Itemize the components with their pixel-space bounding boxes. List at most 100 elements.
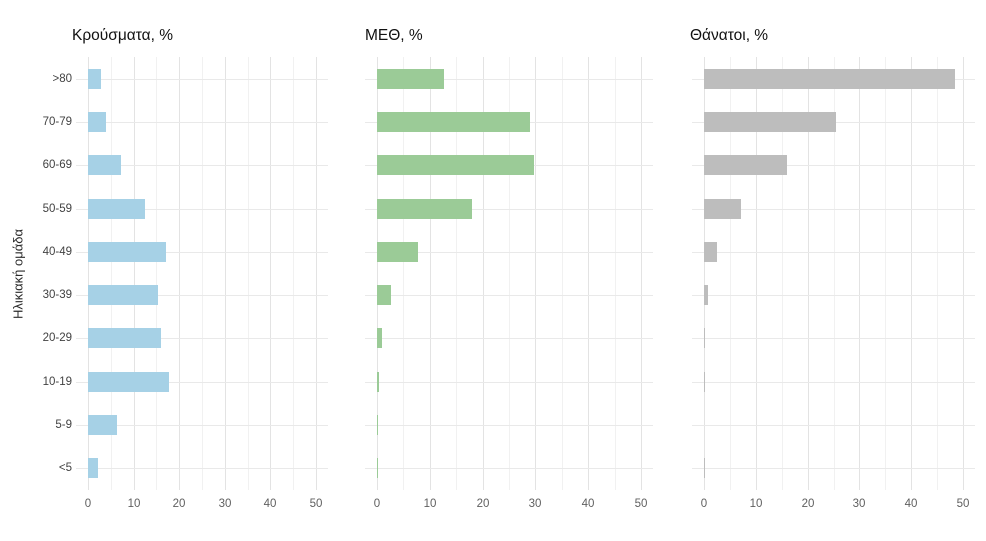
category-gridline [365,338,653,339]
major-gridline [756,57,757,490]
bar [704,458,705,478]
minor-gridline [156,57,157,490]
category-gridline [76,295,328,296]
bar [704,372,705,392]
minor-gridline [202,57,203,490]
major-gridline [430,57,431,490]
x-tick-label: 0 [373,498,381,510]
major-gridline [316,57,317,490]
major-gridline [963,57,964,490]
category-gridline [76,425,328,426]
category-gridline [692,425,975,426]
category-gridline [692,382,975,383]
plot-area [365,57,653,490]
x-tick-label: 10 [749,498,763,510]
major-gridline [134,57,135,490]
y-category-label: 30-39 [42,289,72,301]
bar [704,199,741,219]
minor-gridline [782,57,783,490]
category-gridline [692,338,975,339]
panel-title: ΜΕΘ, % [365,27,423,44]
y-category-label: 5-9 [55,419,72,431]
bar [704,112,836,132]
bar [88,458,98,478]
major-gridline [535,57,536,490]
major-gridline [859,57,860,490]
major-gridline [88,57,89,490]
minor-gridline [562,57,563,490]
category-gridline [692,295,975,296]
category-gridline [76,209,328,210]
x-tick-label: 30 [218,498,232,510]
category-gridline [692,468,975,469]
y-category-label: 40-49 [42,246,72,258]
bar [88,328,161,348]
bar [88,285,158,305]
minor-gridline [509,57,510,490]
major-gridline [588,57,589,490]
minor-gridline [937,57,938,490]
panel-title: Θάνατοι, % [690,27,769,44]
y-category-label: >80 [52,73,72,85]
bar [88,199,145,219]
y-category-label: 10-19 [42,376,72,388]
y-category-label: 50-59 [42,203,72,215]
x-tick-label: 50 [634,498,648,510]
bar [377,155,534,175]
minor-gridline [403,57,404,490]
x-tick-label: 10 [127,498,141,510]
x-tick-label: 20 [476,498,490,510]
category-gridline [365,252,653,253]
y-category-label: 60-69 [42,159,72,171]
category-gridline [365,209,653,210]
bar [704,328,705,348]
major-gridline [483,57,484,490]
x-tick-label: 0 [84,498,92,510]
x-tick-label: 50 [309,498,323,510]
minor-gridline [456,57,457,490]
x-tick-label: 50 [956,498,970,510]
category-gridline [76,338,328,339]
x-tick-label: 40 [581,498,595,510]
category-gridline [365,295,653,296]
bar [377,372,379,392]
x-tick-label: 30 [528,498,542,510]
major-gridline [808,57,809,490]
x-tick-label: 20 [172,498,186,510]
category-gridline [76,165,328,166]
minor-gridline [834,57,835,490]
bar [88,69,101,89]
x-tick-label: 0 [700,498,708,510]
bar [377,285,391,305]
y-category-label: <5 [58,462,72,474]
category-gridline [76,382,328,383]
minor-gridline [615,57,616,490]
category-gridline [76,468,328,469]
plot-area [76,57,328,490]
category-gridline [76,122,328,123]
plot-area [692,57,975,490]
bar [704,69,955,89]
y-category-label: 20-29 [42,332,72,344]
major-gridline [179,57,180,490]
bar [88,155,121,175]
minor-gridline [248,57,249,490]
category-gridline [76,252,328,253]
x-tick-label: 40 [263,498,277,510]
bar [377,242,418,262]
major-gridline [704,57,705,490]
category-gridline [365,468,653,469]
bar [377,199,472,219]
y-category-label: 70-79 [42,116,72,128]
major-gridline [377,57,378,490]
bar [377,415,378,435]
minor-gridline [730,57,731,490]
x-tick-label: 30 [852,498,866,510]
category-gridline [365,79,653,80]
bar [88,372,169,392]
bar [377,458,378,478]
bar [704,242,717,262]
bar [377,69,444,89]
x-tick-label: 40 [904,498,918,510]
category-gridline [692,165,975,166]
